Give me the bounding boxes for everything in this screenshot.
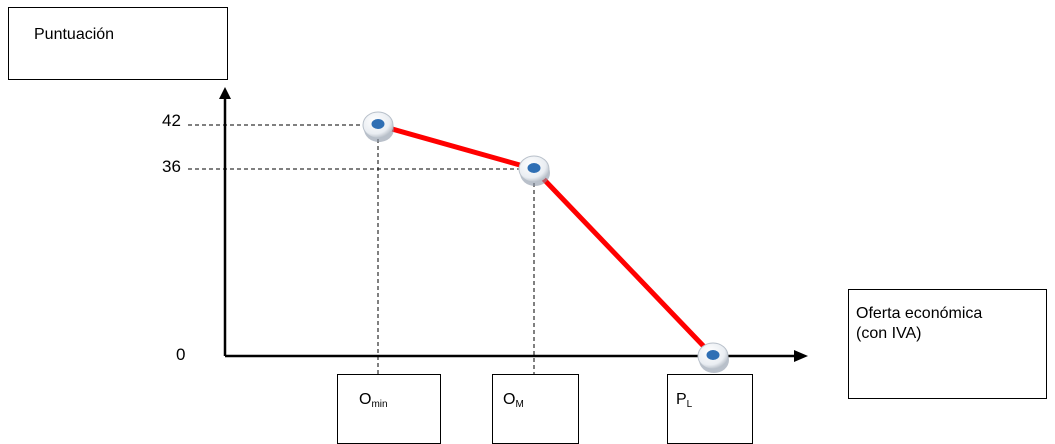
series-line (377, 122, 715, 358)
x-axis-label-line-2: (con IVA) (856, 325, 922, 342)
y-axis-arrow-icon (219, 87, 231, 99)
x-axis-arrow-icon (794, 350, 808, 362)
y-axis-label-box: Puntuación (8, 7, 228, 80)
x-tick-box-omin: Omin (337, 374, 441, 444)
x-axis-label-line-1: Oferta económica (856, 305, 983, 322)
x-tick-box-pl: PL (667, 374, 753, 444)
x-axis-label-box: Oferta económica (con IVA) (848, 289, 1047, 399)
y-tick-label-36: 36 (162, 157, 181, 176)
x-tick-label-om: OM (503, 391, 524, 410)
y-axis-label: Puntuación (34, 26, 115, 43)
x-tick-label-pl: PL (676, 391, 693, 410)
marker-om (518, 155, 550, 186)
y-tick-label-42: 42 (162, 111, 181, 130)
marker-omin-dot (371, 119, 385, 129)
x-tick-box-om: OM (492, 374, 579, 444)
marker-om-dot (527, 163, 541, 173)
x-tick-label-omin: Omin (359, 391, 388, 410)
marker-pl (697, 342, 729, 373)
marker-pl-dot (706, 350, 720, 360)
marker-omin (362, 111, 394, 142)
y-tick-label-0: 0 (176, 345, 186, 364)
x-axis-label: Oferta económica (con IVA) (856, 304, 982, 344)
